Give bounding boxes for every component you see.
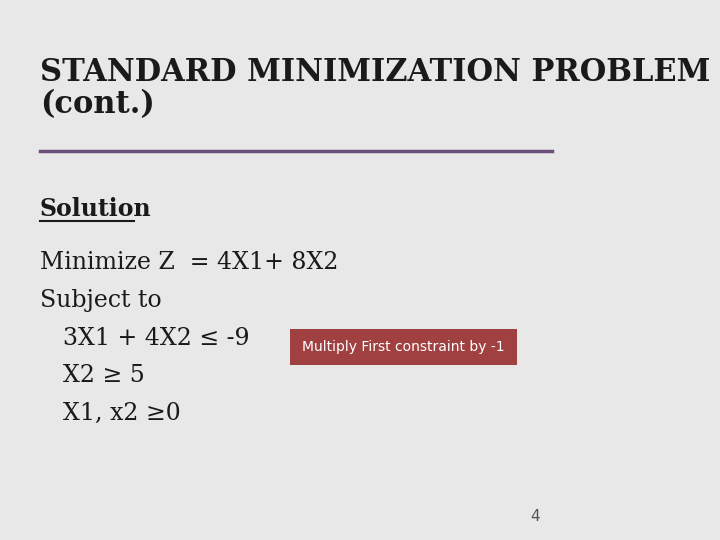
Text: X1, x2 ≥0: X1, x2 ≥0 (63, 402, 180, 426)
Text: Multiply First constraint by -1: Multiply First constraint by -1 (302, 340, 505, 354)
Text: STANDARD MINIMIZATION PROBLEM: STANDARD MINIMIZATION PROBLEM (40, 57, 710, 87)
FancyBboxPatch shape (290, 329, 518, 364)
Text: Subject to: Subject to (40, 289, 161, 312)
Text: 3X1 + 4X2 ≤ -9: 3X1 + 4X2 ≤ -9 (63, 327, 249, 350)
Text: X2 ≥ 5: X2 ≥ 5 (63, 364, 144, 388)
Text: (cont.): (cont.) (40, 89, 155, 120)
Text: Solution: Solution (40, 197, 151, 221)
Text: 4: 4 (531, 509, 540, 524)
Text: Minimize Z  = 4X1+ 8X2: Minimize Z = 4X1+ 8X2 (40, 251, 338, 274)
